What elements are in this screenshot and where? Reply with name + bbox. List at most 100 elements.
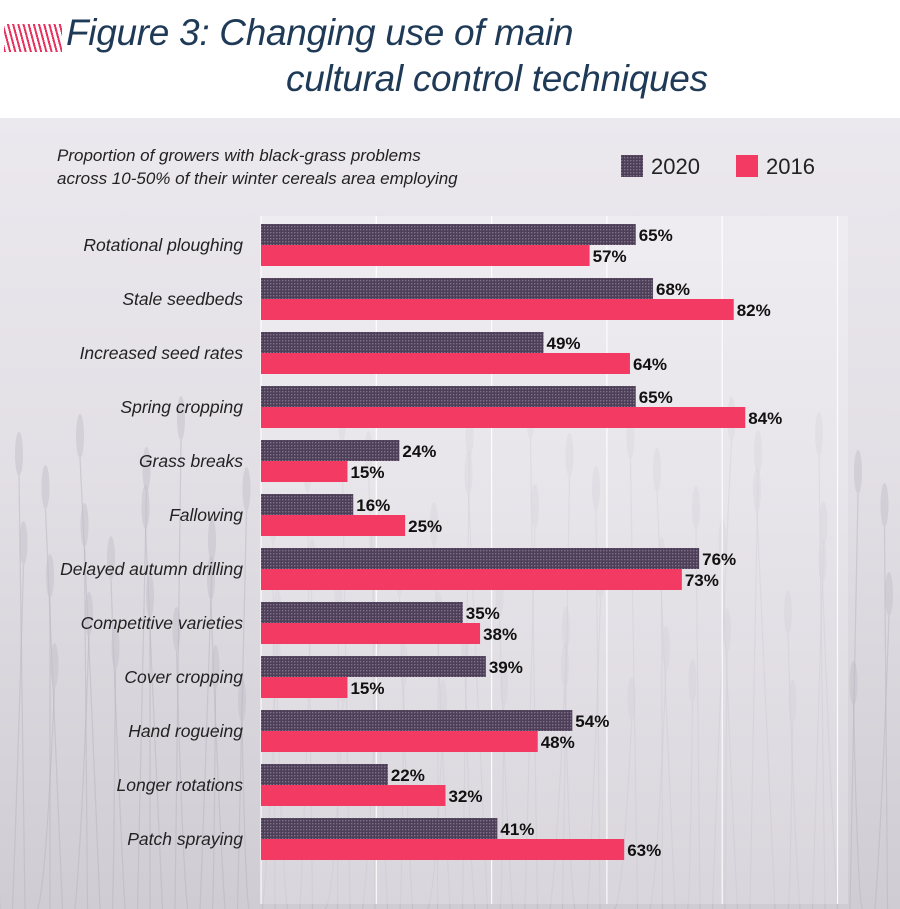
wheat-stalk (136, 490, 148, 909)
value-label-2016: 48% (541, 733, 575, 752)
bar-2016 (261, 299, 734, 320)
wheat-ear (19, 521, 28, 565)
bar-2020 (261, 548, 700, 569)
value-label-2016: 25% (408, 517, 442, 536)
figure-header: Figure 3: Changing use of main cultural … (0, 0, 900, 118)
value-label-2016: 64% (633, 355, 667, 374)
wheat-ear (146, 574, 154, 618)
value-label-2020: 68% (656, 280, 690, 299)
wheat-ear (880, 483, 889, 527)
bar-2016 (261, 245, 590, 266)
bar-2016 (261, 515, 406, 536)
wheat-ear (242, 467, 251, 511)
category-label: Stale seedbeds (122, 289, 243, 309)
bar-2016 (261, 839, 625, 860)
value-label-2020: 65% (639, 388, 673, 407)
category-label: Rotational ploughing (83, 235, 243, 255)
wheat-ear (80, 503, 89, 547)
wheat-ear (85, 592, 93, 636)
wheat-ear (211, 645, 220, 689)
wheat-stalk (111, 668, 117, 909)
bar-2016 (261, 407, 746, 428)
bar-2020 (261, 602, 463, 623)
wheat-stalk (241, 721, 250, 909)
value-label-2020: 49% (546, 334, 580, 353)
wheat-stalk (210, 599, 226, 909)
bar-2020 (261, 818, 498, 839)
value-label-2016: 15% (350, 463, 384, 482)
legend-swatch-2020 (621, 155, 643, 177)
category-label: Fallowing (169, 505, 243, 525)
figure-title-line2: cultural control techniques (286, 58, 708, 99)
wheat-ear (142, 447, 151, 491)
chart-subtitle-line2: across 10-50% of their winter cereals ar… (57, 169, 458, 188)
bar-2020 (261, 494, 354, 515)
wheat-stalk (199, 561, 213, 909)
value-label-2020: 22% (391, 766, 425, 785)
value-label-2020: 39% (489, 658, 523, 677)
wheat-ear (177, 396, 185, 440)
wheat-ear (76, 414, 84, 458)
legend-label-2020: 2020 (651, 154, 700, 179)
wheat-ear (141, 485, 150, 529)
bar-2016 (261, 785, 446, 806)
bar-2016 (261, 461, 348, 482)
bar-2020 (261, 656, 486, 677)
value-label-2016: 57% (593, 247, 627, 266)
wheat-ear (41, 465, 50, 509)
wheat-ear (208, 518, 216, 562)
value-label-2020: 54% (575, 712, 609, 731)
bar-2016 (261, 677, 348, 698)
bar-2020 (261, 764, 388, 785)
figure-title: Figure 3: Changing use of main cultural … (66, 10, 886, 102)
category-label: Spring cropping (120, 397, 243, 417)
value-label-2016: 15% (350, 679, 384, 698)
bar-2020 (261, 440, 400, 461)
value-label-2016: 73% (685, 571, 719, 590)
wheat-ear (207, 556, 215, 600)
value-label-2016: 63% (627, 841, 661, 860)
bar-2016 (261, 731, 538, 752)
category-label: Delayed autumn drilling (60, 559, 243, 579)
bar-2020 (261, 710, 573, 731)
value-label-2020: 35% (466, 604, 500, 623)
bar-2016 (261, 623, 481, 644)
bar-2020 (261, 224, 636, 245)
value-label-2020: 24% (402, 442, 436, 461)
bar-2020 (261, 386, 636, 407)
wheat-ear (849, 661, 858, 705)
bar-2020 (261, 278, 654, 299)
category-label: Longer rotations (117, 775, 244, 795)
wheat-ear (107, 536, 115, 580)
value-label-2016: 38% (483, 625, 517, 644)
bars: Rotational ploughing 65% 57% Stale seedbeds… (60, 224, 782, 860)
legend: 2020 2016 (621, 154, 815, 179)
wheat-stalk (174, 439, 182, 909)
value-label-2020: 65% (639, 226, 673, 245)
bar-2016 (261, 353, 630, 374)
legend-label-2016: 2016 (766, 154, 815, 179)
bar-2016 (261, 569, 682, 590)
category-label: Cover cropping (124, 667, 243, 687)
value-label-2016: 84% (748, 409, 782, 428)
category-label: Competitive varieties (81, 613, 244, 633)
value-label-2020: 41% (500, 820, 534, 839)
category-label: Hand rogueing (128, 721, 243, 741)
wheat-stalk (236, 510, 248, 909)
wheat-ear (50, 643, 59, 687)
chart-panel: Proportion of growers with black-grass p… (0, 118, 900, 909)
bar-chart: Proportion of growers with black-grass p… (0, 146, 893, 909)
category-label: Increased seed rates (80, 343, 244, 363)
wheat-stalk (18, 475, 26, 909)
chart-subtitle-line1: Proportion of growers with black-grass p… (57, 146, 421, 165)
legend-swatch-2016 (736, 155, 758, 177)
wheat-ear (15, 432, 23, 476)
hatch-accent (4, 24, 62, 52)
wheat-stalk (874, 615, 890, 909)
category-label: Patch spraying (127, 829, 243, 849)
wheat-ear (885, 572, 893, 616)
value-label-2016: 82% (737, 301, 771, 320)
figure-title-line1: Figure 3: Changing use of main (66, 12, 574, 53)
wheat-stalk (852, 704, 864, 909)
wheat-stalk (74, 635, 90, 909)
